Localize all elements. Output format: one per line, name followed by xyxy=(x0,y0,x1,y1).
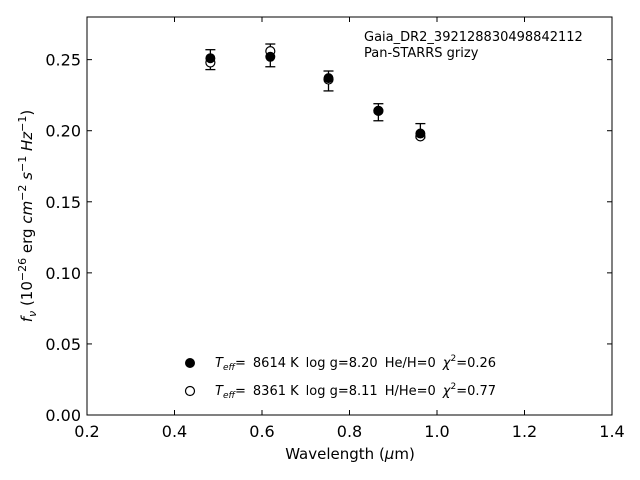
legend-composition: He/H=0 xyxy=(385,356,436,371)
legend-teff-value: 8614 K xyxy=(253,356,299,371)
model-point-filled xyxy=(373,105,384,116)
model-point-filled xyxy=(265,51,276,62)
y-tick-label: 0.15 xyxy=(45,193,81,212)
model-point-filled xyxy=(323,73,334,84)
legend-chi-label: χ xyxy=(442,384,452,399)
x-tick-label: 0.2 xyxy=(74,422,99,441)
legend-teff-label: T xyxy=(215,356,224,371)
legend-chi-value: =0.77 xyxy=(456,384,496,399)
legend-entry: Teff= 8361 K log g=8.11 H/He=0 χ2=0.77 xyxy=(184,382,496,401)
legend-composition: H/He=0 xyxy=(385,384,436,399)
legend-entry: Teff= 8614 K log g=8.20 He/H=0 χ2=0.26 xyxy=(185,354,496,373)
model-point-filled xyxy=(205,53,216,64)
y-tick-label: 0.10 xyxy=(45,264,81,283)
legend-teff-sub: eff xyxy=(223,391,237,401)
legend-logg: log g=8.11 xyxy=(306,384,378,399)
data-points xyxy=(205,46,426,142)
legend-chi-label: χ xyxy=(442,356,452,371)
axis-ticks: 0.2 0.4 0.6 0.8 1.0 1.2 1.4 0.00 0.05 0.10 0.15 0.2… xyxy=(45,17,625,441)
y-tick-label: 0.05 xyxy=(45,335,81,354)
annotation-object-id: Gaia_DR2_392128830498842112 xyxy=(364,30,583,45)
y-tick-label: 0.25 xyxy=(45,51,81,70)
legend-marker-open xyxy=(184,385,196,397)
x-axis-title: Wavelength (μm) xyxy=(285,445,415,463)
legend-teff-label: T xyxy=(215,384,224,399)
x-tick-label: 1.4 xyxy=(599,422,624,441)
legend-logg: log g=8.20 xyxy=(306,356,378,371)
y-tick-label: 0.20 xyxy=(45,122,81,141)
x-tick-label: 0.8 xyxy=(337,422,362,441)
x-tick-label: 1.2 xyxy=(512,422,537,441)
legend-eq: = xyxy=(235,356,246,371)
legend-teff-sub: eff xyxy=(223,363,237,373)
x-tick-label: 0.4 xyxy=(162,422,187,441)
plot-area xyxy=(86,16,613,416)
legend-teff-value: 8361 K xyxy=(253,384,299,399)
y-tick-label: 0.00 xyxy=(45,406,81,425)
legend-eq: = xyxy=(235,384,246,399)
model-point-filled xyxy=(415,128,426,139)
legend-chi-value: =0.26 xyxy=(456,356,496,371)
legend-chi-sup: 2 xyxy=(451,382,457,392)
legend-chi-sup: 2 xyxy=(451,354,457,364)
legend-marker-filled xyxy=(185,358,195,368)
annotation-survey: Pan-STARRS grizy xyxy=(364,46,479,61)
y-axis-title: fν (10−26 erg cm−2 s−1 Hz−1) xyxy=(16,110,39,323)
x-tick-label: 0.6 xyxy=(249,422,274,441)
x-tick-label: 1.0 xyxy=(424,422,449,441)
